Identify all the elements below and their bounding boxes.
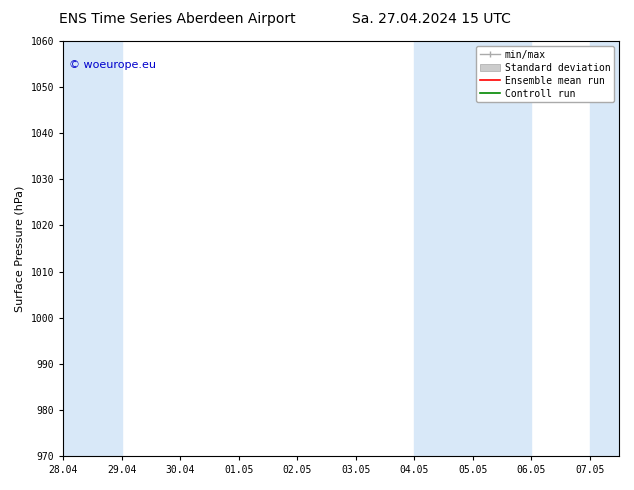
Text: © woeurope.eu: © woeurope.eu bbox=[68, 60, 155, 70]
Bar bbox=[414, 41, 531, 456]
Bar bbox=[590, 41, 619, 456]
Text: ENS Time Series Aberdeen Airport: ENS Time Series Aberdeen Airport bbox=[59, 12, 296, 26]
Bar bbox=[63, 41, 122, 456]
Y-axis label: Surface Pressure (hPa): Surface Pressure (hPa) bbox=[15, 185, 25, 312]
Legend: min/max, Standard deviation, Ensemble mean run, Controll run: min/max, Standard deviation, Ensemble me… bbox=[476, 46, 614, 102]
Text: Sa. 27.04.2024 15 UTC: Sa. 27.04.2024 15 UTC bbox=[352, 12, 510, 26]
